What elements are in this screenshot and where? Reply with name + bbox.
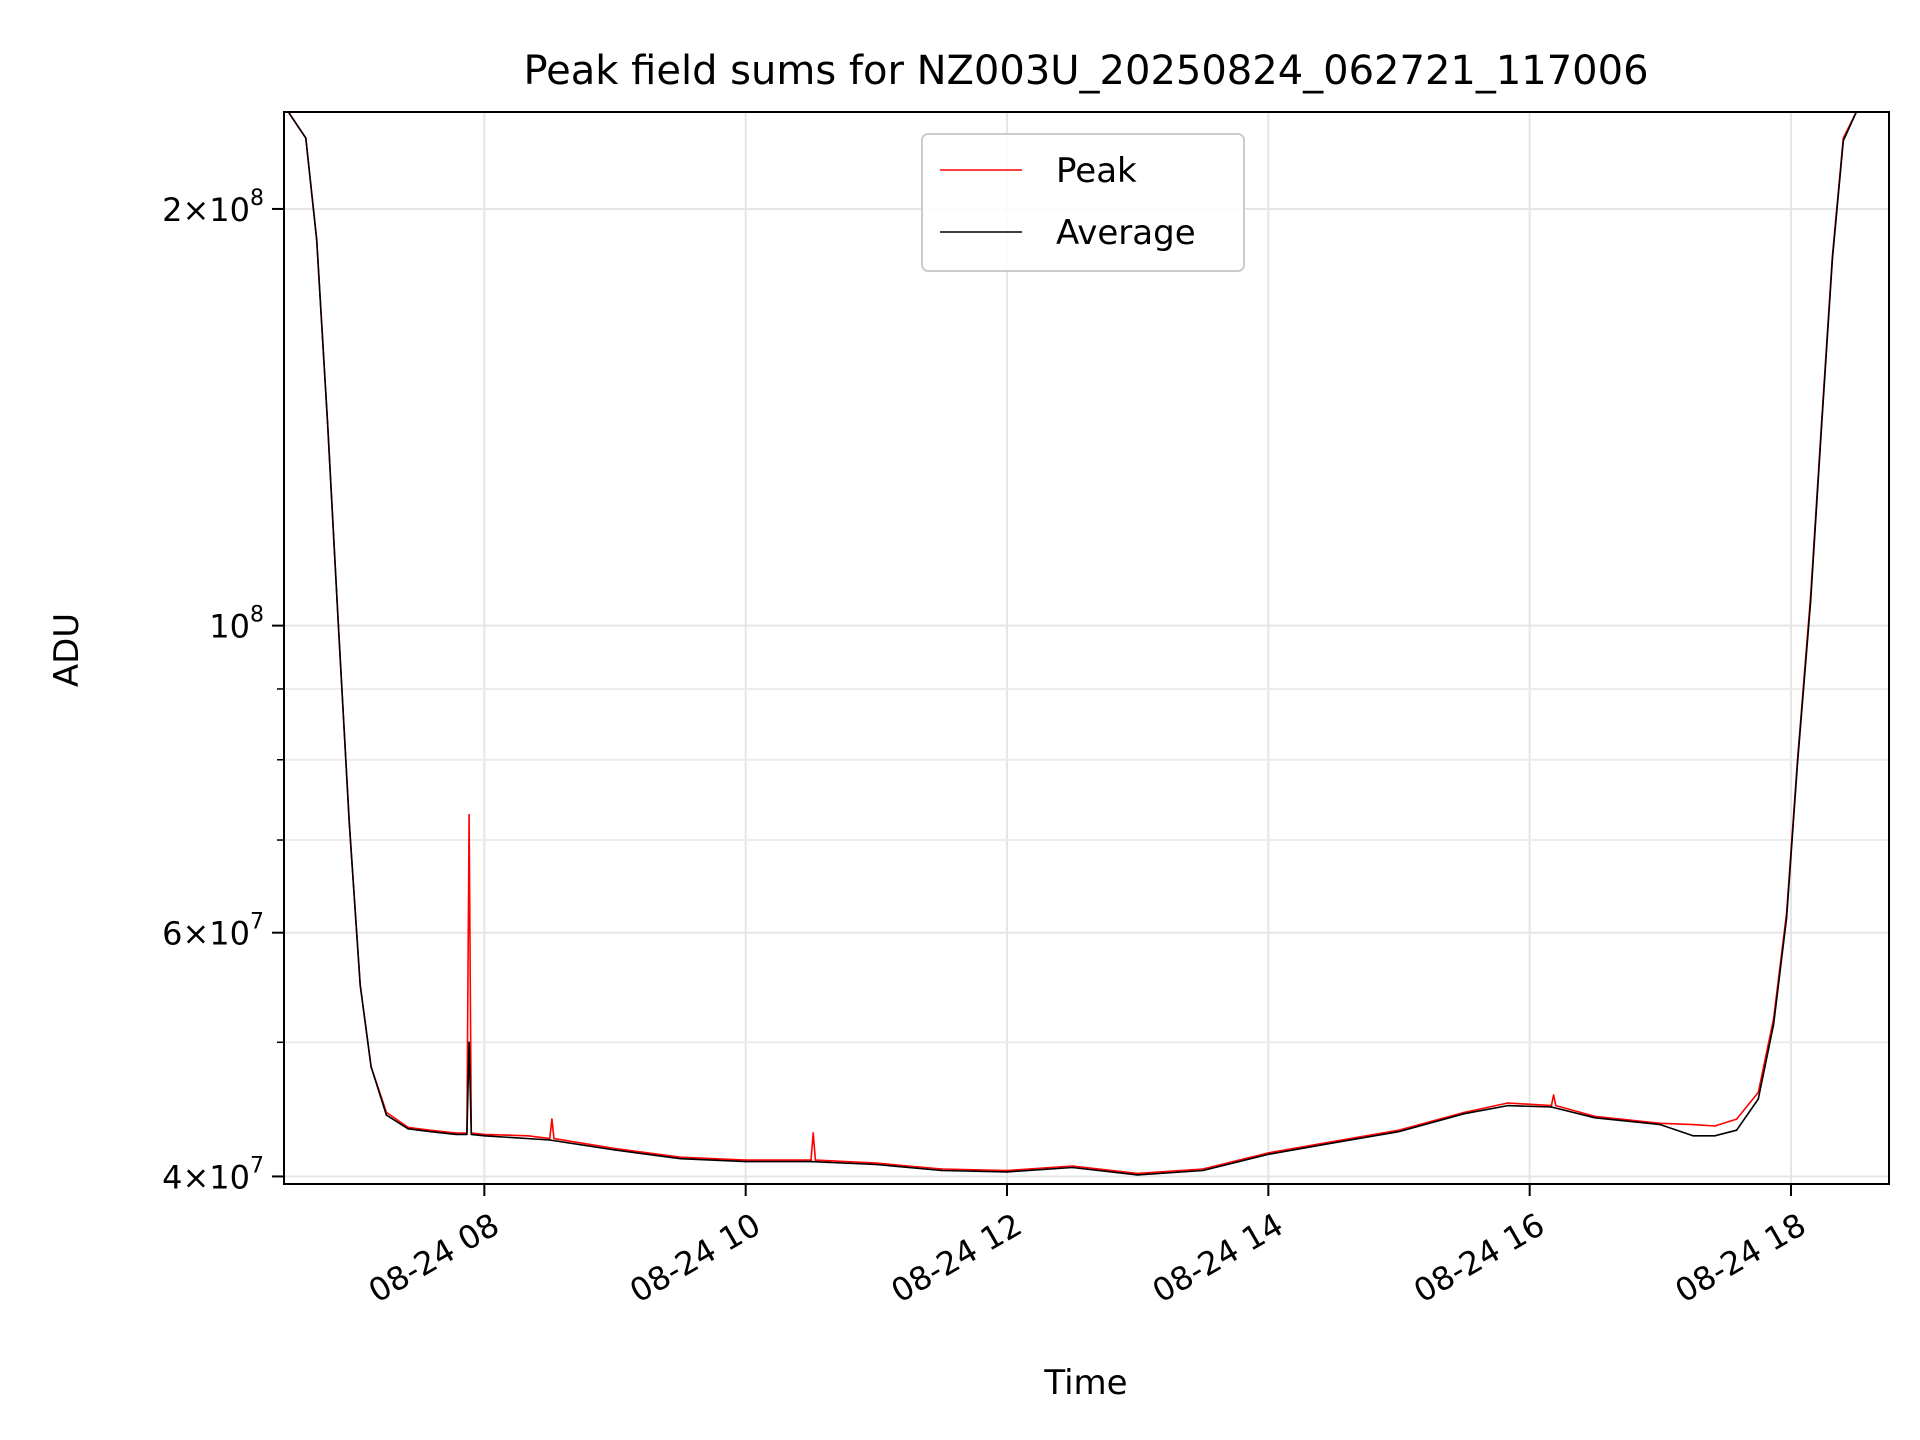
- data-point-average: [304, 137, 307, 139]
- data-point-average: [359, 984, 362, 986]
- data-point-average: [1398, 1130, 1400, 1133]
- data-point-average: [466, 1133, 468, 1136]
- data-point-peak: [1332, 1140, 1335, 1143]
- data-point-average: [315, 238, 318, 241]
- data-point-peak: [744, 1159, 747, 1161]
- data-point-peak: [1136, 1172, 1139, 1175]
- data-point-peak: [1398, 1129, 1400, 1131]
- data-point-average: [1463, 1112, 1466, 1115]
- data-point-average: [1842, 140, 1845, 142]
- data-point-average: [810, 1160, 812, 1163]
- data-point-average: [1796, 762, 1799, 765]
- y-tick-label: 6×107: [162, 910, 264, 953]
- data-point-peak: [553, 1137, 555, 1140]
- data-point-average: [875, 1163, 878, 1166]
- data-point-peak: [468, 814, 470, 816]
- y-tick-label: 4×107: [162, 1153, 264, 1196]
- data-point-peak: [1552, 1094, 1555, 1096]
- data-point-average: [548, 1139, 551, 1141]
- y-tick-label: 108: [209, 603, 264, 646]
- data-point-peak: [1006, 1169, 1008, 1172]
- data-point-average: [470, 1133, 473, 1136]
- data-point-average: [385, 1114, 388, 1116]
- data-point-average: [455, 1133, 457, 1136]
- data-point-average: [483, 1134, 486, 1137]
- data-point-average: [1785, 917, 1788, 919]
- legend: Peak Average: [921, 133, 1245, 272]
- data-point-average: [1550, 1106, 1553, 1108]
- data-point-peak: [548, 1137, 551, 1140]
- data-point-peak: [1071, 1165, 1074, 1167]
- data-point-average: [1071, 1166, 1074, 1169]
- data-point-peak: [1713, 1125, 1716, 1127]
- y-axis-label: ADU: [47, 613, 87, 687]
- data-point-average: [429, 1130, 431, 1133]
- data-point-peak: [1594, 1115, 1596, 1118]
- data-point-average: [1820, 426, 1823, 429]
- data-point-average: [348, 822, 351, 824]
- data-point-peak: [875, 1162, 878, 1164]
- data-point-average: [1507, 1104, 1509, 1107]
- data-point-peak: [1659, 1122, 1662, 1125]
- data-point-peak: [527, 1134, 529, 1137]
- data-point-average: [1006, 1171, 1008, 1173]
- data-point-peak: [679, 1156, 682, 1159]
- y-axis: 4×107 6×107 108 2×108: [162, 186, 284, 1196]
- data-point-peak: [1555, 1104, 1557, 1107]
- data-point-average: [1757, 1098, 1760, 1100]
- data-point-peak: [614, 1147, 616, 1150]
- data-point-peak: [1550, 1104, 1553, 1107]
- data-point-average: [1267, 1153, 1270, 1156]
- data-point-average: [407, 1127, 409, 1130]
- data-point-peak: [814, 1159, 817, 1161]
- data-point-average: [679, 1157, 682, 1160]
- data-point-average: [1594, 1116, 1596, 1119]
- data-point-average: [337, 624, 340, 627]
- data-point-peak: [1735, 1118, 1738, 1120]
- data-point-peak: [429, 1129, 431, 1131]
- data-point-average: [326, 422, 329, 425]
- data-point-average: [468, 1041, 470, 1044]
- data-point-average: [614, 1149, 616, 1151]
- data-point-average: [1202, 1169, 1204, 1172]
- legend-box: [921, 133, 1245, 272]
- data-point-average: [1713, 1134, 1716, 1137]
- data-point-peak: [940, 1168, 943, 1170]
- data-point-average: [1735, 1129, 1738, 1131]
- legend-label-peak: Peak: [1056, 151, 1137, 191]
- data-point-average: [1659, 1123, 1662, 1126]
- x-axis-label: Time: [1043, 1363, 1127, 1403]
- data-point-average: [1809, 601, 1812, 603]
- data-point-peak: [483, 1133, 486, 1136]
- legend-label-average: Average: [1056, 213, 1196, 253]
- series-layer: [287, 112, 1858, 1176]
- data-point-average: [1136, 1174, 1139, 1176]
- data-point-peak: [1692, 1123, 1694, 1126]
- y-tick-label: 2×108: [162, 186, 264, 229]
- plot-frame: [283, 111, 1890, 1185]
- chart-title: Peak field sums for NZ003U_20250824_0627…: [523, 48, 1648, 94]
- data-point-peak: [812, 1132, 814, 1134]
- data-point-peak: [455, 1132, 457, 1134]
- data-point-average: [1772, 1023, 1775, 1026]
- data-point-peak: [810, 1159, 812, 1161]
- data-point-average: [744, 1160, 747, 1163]
- data-point-peak: [1757, 1091, 1760, 1094]
- data-point-average: [940, 1169, 943, 1172]
- data-point-average: [1332, 1142, 1335, 1144]
- data-point-average: [370, 1066, 372, 1068]
- data-point-peak: [1202, 1168, 1204, 1170]
- data-point-peak: [1507, 1102, 1509, 1104]
- data-point-peak: [551, 1118, 553, 1120]
- data-point-average: [1692, 1134, 1694, 1137]
- data-point-peak: [1463, 1111, 1466, 1114]
- data-point-average: [1831, 258, 1834, 260]
- series-line-peak: [287, 112, 1858, 1175]
- data-point-peak: [1267, 1152, 1270, 1154]
